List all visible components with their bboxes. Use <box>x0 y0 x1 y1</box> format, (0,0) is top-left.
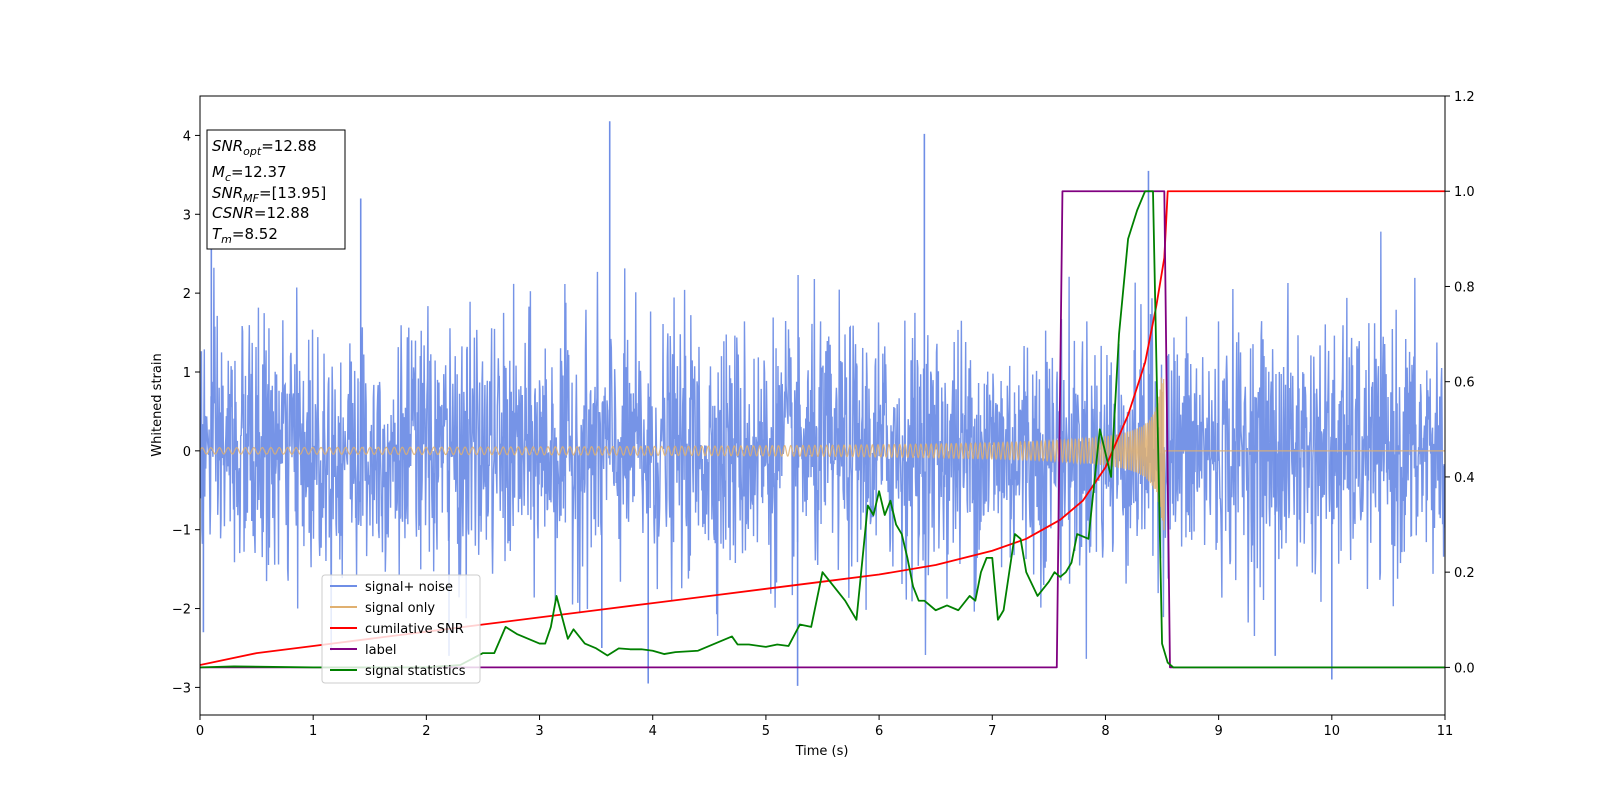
y-tick-label-0: −3 <box>172 681 191 696</box>
annotation-line-2: SNRMF=[13.95] <box>212 184 326 205</box>
legend: signal+ noise signal only cumilative SNR la… <box>321 574 481 684</box>
x-tick-label-9: 9 <box>1214 724 1222 739</box>
x-tick-label-6: 6 <box>875 724 883 739</box>
annotation-value-1: =12.37 <box>231 163 287 181</box>
x-tick-label-4: 4 <box>649 724 657 739</box>
annotation-base-1: M <box>212 163 225 181</box>
y-tick-label-2: −1 <box>172 524 191 539</box>
x-tick-label-10: 10 <box>1324 724 1341 739</box>
annotation-sub-2: MF <box>243 192 259 205</box>
y-axis-title: Whitened strain <box>150 353 165 456</box>
y-tick-label-1: −2 <box>172 603 191 618</box>
x-tick-label-5: 5 <box>762 724 770 739</box>
annotation-value-2: =[13.95] <box>259 184 326 202</box>
legend-label-4: signal statistics <box>365 664 466 679</box>
annotation-base-2: SNR <box>212 184 243 202</box>
y-tick-label-6: 3 <box>183 208 191 223</box>
annotation-line-3: CSNR=12.88 <box>212 204 309 222</box>
signal-noise-series <box>200 121 1445 686</box>
y2-tick-label-5: 1.0 <box>1454 185 1475 200</box>
y2-tick-label-1: 0.2 <box>1454 566 1475 581</box>
signal-statistics-line <box>200 190 1445 669</box>
plot-frame <box>199 95 1446 716</box>
x-tick-label-0: 0 <box>196 724 204 739</box>
legend-label-0: signal+ noise <box>365 580 453 595</box>
x-tick-label-1: 1 <box>309 724 317 739</box>
y-tick-label-5: 2 <box>183 287 191 302</box>
y-axis: −3 −2 −1 0 1 2 3 4 <box>172 129 200 696</box>
y-tick-label-4: 1 <box>183 366 191 381</box>
y-tick-label-3: 0 <box>183 445 191 460</box>
signal-only-line <box>200 377 1445 531</box>
annotation-base-3: CSNR <box>212 204 254 222</box>
legend-frame <box>321 574 481 684</box>
annotation-sub-0: opt <box>243 145 262 158</box>
legend-label-1: signal only <box>365 601 435 616</box>
y2-tick-label-4: 0.8 <box>1454 280 1475 295</box>
x-tick-label-11: 11 <box>1437 724 1454 739</box>
legend-label-3: label <box>365 643 396 658</box>
annotation-base-0: SNR <box>212 137 243 155</box>
annotation-value-3: =12.88 <box>254 204 310 222</box>
x-axis: 0 1 2 3 4 5 6 7 8 9 10 11 <box>196 715 1453 739</box>
annotation-line-4: Tm=8.52 <box>212 225 278 246</box>
annotation-line-0: SNRopt=12.88 <box>212 137 317 158</box>
x-tick-label-7: 7 <box>988 724 996 739</box>
y2-tick-label-0: 0.0 <box>1454 661 1475 676</box>
signal-noise-line <box>200 231 1445 659</box>
x-axis-title: Time (s) <box>795 744 849 759</box>
y2-tick-label-3: 0.6 <box>1454 376 1475 391</box>
annotation-box: SNRopt=12.88Mc=12.37SNRMF=[13.95]CSNR=12… <box>206 129 346 250</box>
annotation-frame <box>206 129 346 250</box>
annotation-sub-1: c <box>225 171 231 184</box>
x-tick-label-2: 2 <box>422 724 430 739</box>
annotation-sub-4: m <box>221 233 232 246</box>
legend-label-2: cumilative SNR <box>365 622 464 637</box>
y2-tick-label-2: 0.4 <box>1454 471 1475 486</box>
annotation-value-4: =8.52 <box>232 225 278 243</box>
y2-axis: 0.0 0.2 0.4 0.6 0.8 1.0 1.2 <box>1445 90 1475 676</box>
annotation-value-0: =12.88 <box>261 137 317 155</box>
y2-tick-label-6: 1.2 <box>1454 90 1475 105</box>
signal-only-series <box>200 377 1445 531</box>
y-tick-label-7: 4 <box>183 129 191 144</box>
plot-area <box>199 95 1446 716</box>
annotation-base-4: T <box>212 225 223 243</box>
annotation-line-1: Mc=12.37 <box>212 163 287 184</box>
x-tick-label-3: 3 <box>535 724 543 739</box>
x-tick-label-8: 8 <box>1101 724 1109 739</box>
